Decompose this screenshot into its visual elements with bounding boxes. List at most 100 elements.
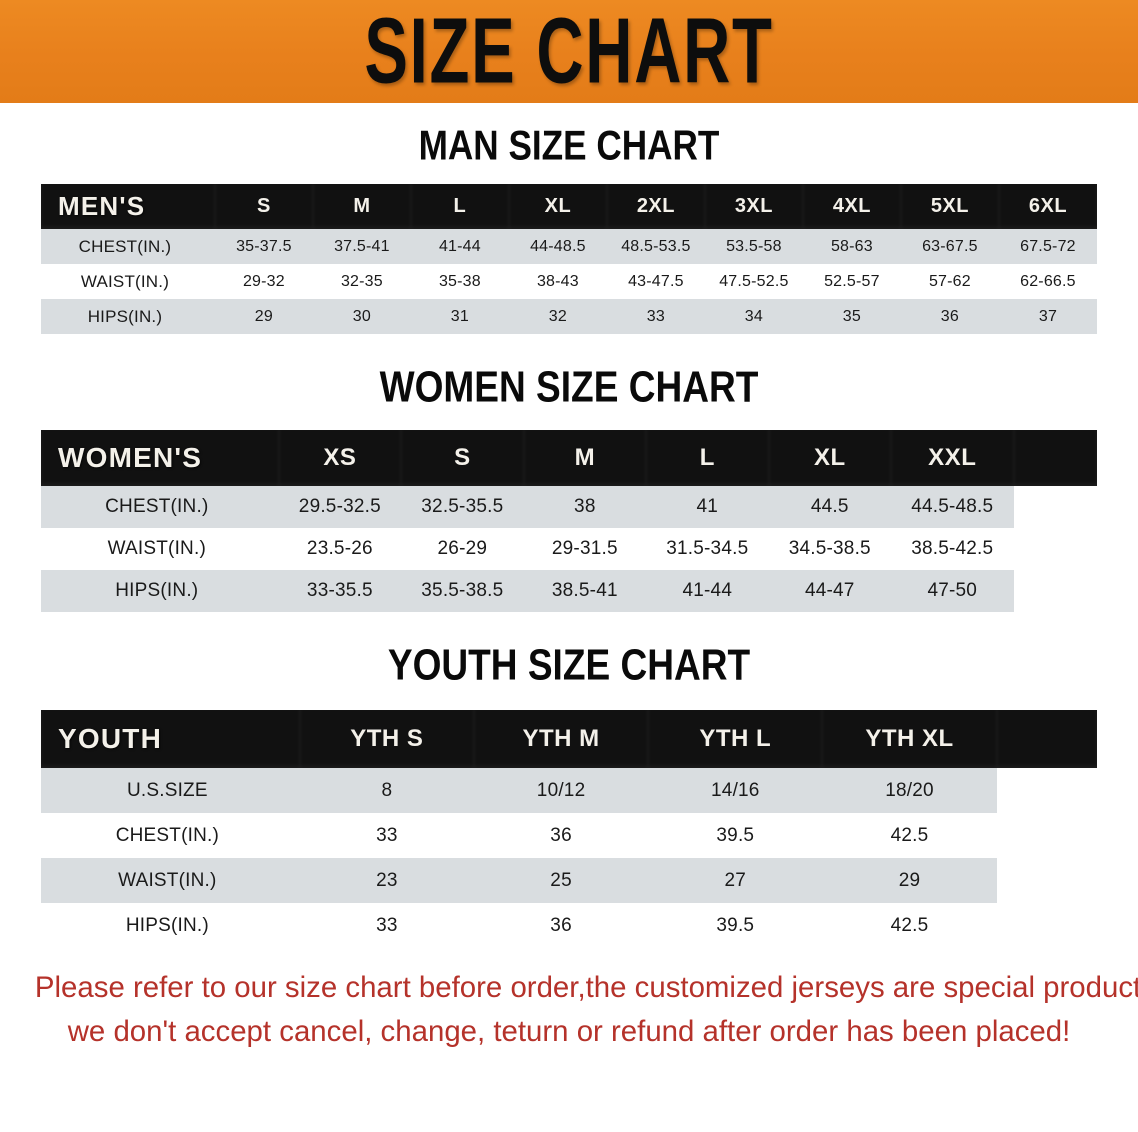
women-waist-xs: 23.5-26 <box>278 528 402 570</box>
man-hips-xl: 32 <box>508 299 607 334</box>
youth-ussize-m: 10/12 <box>473 768 649 813</box>
man-waist-s: 29-32 <box>214 264 313 299</box>
man-size-col-2xl: 2XL <box>606 184 705 229</box>
women-hips-l: 41-44 <box>646 570 769 612</box>
man-size-table: MEN'S S M L XL 2XL 3XL 4XL 5XL 6XL CHEST… <box>41 184 1097 334</box>
table-row: HIPS(IN.) 33-35.5 35.5-38.5 38.5-41 41-4… <box>41 570 1097 612</box>
youth-size-col-m: YTH M <box>473 710 649 768</box>
women-waist-m: 29-31.5 <box>523 528 647 570</box>
man-hips-s: 29 <box>214 299 313 334</box>
man-hips-3xl: 34 <box>704 299 803 334</box>
women-row-label-chest: CHEST(IN.) <box>41 486 279 528</box>
man-hips-m: 30 <box>312 299 411 334</box>
youth-ussize-l: 14/16 <box>648 768 823 813</box>
man-size-col-3xl: 3XL <box>704 184 803 229</box>
women-table-header-row: WOMEN'S XS S M L XL XXL <box>41 430 1097 486</box>
youth-row-label-chest: CHEST(IN.) <box>41 813 300 858</box>
man-chest-4xl: 58-63 <box>802 229 901 264</box>
table-row: WAIST(IN.) 29-32 32-35 35-38 38-43 43-47… <box>41 264 1097 299</box>
size-chart-banner: SIZE CHART <box>0 0 1138 103</box>
return-policy-note: Please refer to our size chart before or… <box>35 966 1138 1054</box>
man-chest-5xl: 63-67.5 <box>900 229 999 264</box>
women-size-col-xl: XL <box>768 430 892 486</box>
women-section-title: WOMEN SIZE CHART <box>379 363 759 412</box>
women-hips-m: 38.5-41 <box>523 570 647 612</box>
man-waist-2xl: 43-47.5 <box>606 264 705 299</box>
man-waist-l: 35-38 <box>410 264 509 299</box>
women-corner-label: WOMEN'S <box>41 430 279 486</box>
man-chest-m: 37.5-41 <box>312 229 411 264</box>
man-hips-2xl: 33 <box>606 299 705 334</box>
man-chest-xl: 44-48.5 <box>508 229 607 264</box>
youth-row-label-hips: HIPS(IN.) <box>41 903 300 948</box>
man-row-label-hips: HIPS(IN.) <box>41 299 215 334</box>
page-title: SIZE CHART <box>364 0 774 103</box>
women-row-spacer <box>1014 570 1097 612</box>
women-chest-l: 41 <box>646 486 769 528</box>
man-size-col-m: M <box>312 184 411 229</box>
women-row-spacer <box>1014 486 1097 528</box>
youth-hips-s: 33 <box>299 903 474 948</box>
table-row: CHEST(IN.) 29.5-32.5 32.5-35.5 38 41 44.… <box>41 486 1097 528</box>
table-row: HIPS(IN.) 33 36 39.5 42.5 <box>41 903 1097 948</box>
women-header-spacer <box>1013 430 1097 486</box>
women-size-table-wrapper: WOMEN'S XS S M L XL XXL CHEST(IN.) 29.5-… <box>41 430 1097 612</box>
man-chest-3xl: 53.5-58 <box>704 229 803 264</box>
youth-size-col-xl: YTH XL <box>822 710 997 768</box>
youth-size-table-wrapper: YOUTH YTH S YTH M YTH L YTH XL U.S.SIZE … <box>41 710 1097 948</box>
man-waist-xl: 38-43 <box>508 264 607 299</box>
women-hips-xxl: 47-50 <box>891 570 1014 612</box>
women-chest-xl: 44.5 <box>768 486 892 528</box>
table-row: U.S.SIZE 8 10/12 14/16 18/20 <box>41 768 1097 813</box>
women-row-label-hips: HIPS(IN.) <box>41 570 279 612</box>
women-size-col-xs: XS <box>278 430 402 486</box>
youth-waist-s: 23 <box>299 858 474 903</box>
youth-chest-s: 33 <box>299 813 474 858</box>
man-size-col-6xl: 6XL <box>998 184 1097 229</box>
man-section-title: MAN SIZE CHART <box>418 122 720 169</box>
man-waist-4xl: 52.5-57 <box>802 264 901 299</box>
man-waist-3xl: 47.5-52.5 <box>704 264 803 299</box>
women-chest-xxl: 44.5-48.5 <box>891 486 1014 528</box>
table-row: CHEST(IN.) 33 36 39.5 42.5 <box>41 813 1097 858</box>
women-size-col-m: M <box>523 430 647 486</box>
youth-row-spacer <box>997 858 1097 903</box>
women-size-col-s: S <box>401 430 524 486</box>
women-waist-s: 26-29 <box>401 528 524 570</box>
women-size-table: WOMEN'S XS S M L XL XXL CHEST(IN.) 29.5-… <box>41 430 1097 612</box>
table-row: HIPS(IN.) 29 30 31 32 33 34 35 36 37 <box>41 299 1097 334</box>
youth-corner-label: YOUTH <box>41 710 300 768</box>
youth-row-label-ussize: U.S.SIZE <box>41 768 300 813</box>
man-chest-l: 41-44 <box>410 229 509 264</box>
women-row-spacer <box>1014 528 1097 570</box>
youth-table-header-row: YOUTH YTH S YTH M YTH L YTH XL <box>41 710 1097 768</box>
women-waist-xl: 34.5-38.5 <box>768 528 892 570</box>
man-hips-6xl: 37 <box>998 299 1097 334</box>
youth-waist-l: 27 <box>648 858 823 903</box>
women-row-label-waist: WAIST(IN.) <box>41 528 279 570</box>
man-chest-6xl: 67.5-72 <box>998 229 1097 264</box>
man-hips-4xl: 35 <box>802 299 901 334</box>
man-corner-label: MEN'S <box>41 184 215 229</box>
man-size-col-5xl: 5XL <box>900 184 999 229</box>
youth-chest-xl: 42.5 <box>822 813 997 858</box>
youth-row-spacer <box>997 813 1097 858</box>
women-hips-xs: 33-35.5 <box>278 570 402 612</box>
youth-chest-m: 36 <box>473 813 649 858</box>
youth-waist-m: 25 <box>473 858 649 903</box>
youth-header-spacer <box>996 710 1097 768</box>
table-row: CHEST(IN.) 35-37.5 37.5-41 41-44 44-48.5… <box>41 229 1097 264</box>
man-waist-6xl: 62-66.5 <box>998 264 1097 299</box>
youth-section-title: YOUTH SIZE CHART <box>387 641 751 690</box>
man-waist-m: 32-35 <box>312 264 411 299</box>
man-size-col-4xl: 4XL <box>802 184 901 229</box>
man-size-col-s: S <box>214 184 313 229</box>
women-waist-xxl: 38.5-42.5 <box>891 528 1014 570</box>
man-hips-5xl: 36 <box>900 299 999 334</box>
note-line-2: we don't accept cancel, change, teturn o… <box>67 1014 1071 1048</box>
man-row-label-waist: WAIST(IN.) <box>41 264 215 299</box>
youth-hips-l: 39.5 <box>648 903 823 948</box>
women-hips-xl: 44-47 <box>768 570 892 612</box>
man-row-label-chest: CHEST(IN.) <box>41 229 215 264</box>
man-size-col-l: L <box>410 184 509 229</box>
